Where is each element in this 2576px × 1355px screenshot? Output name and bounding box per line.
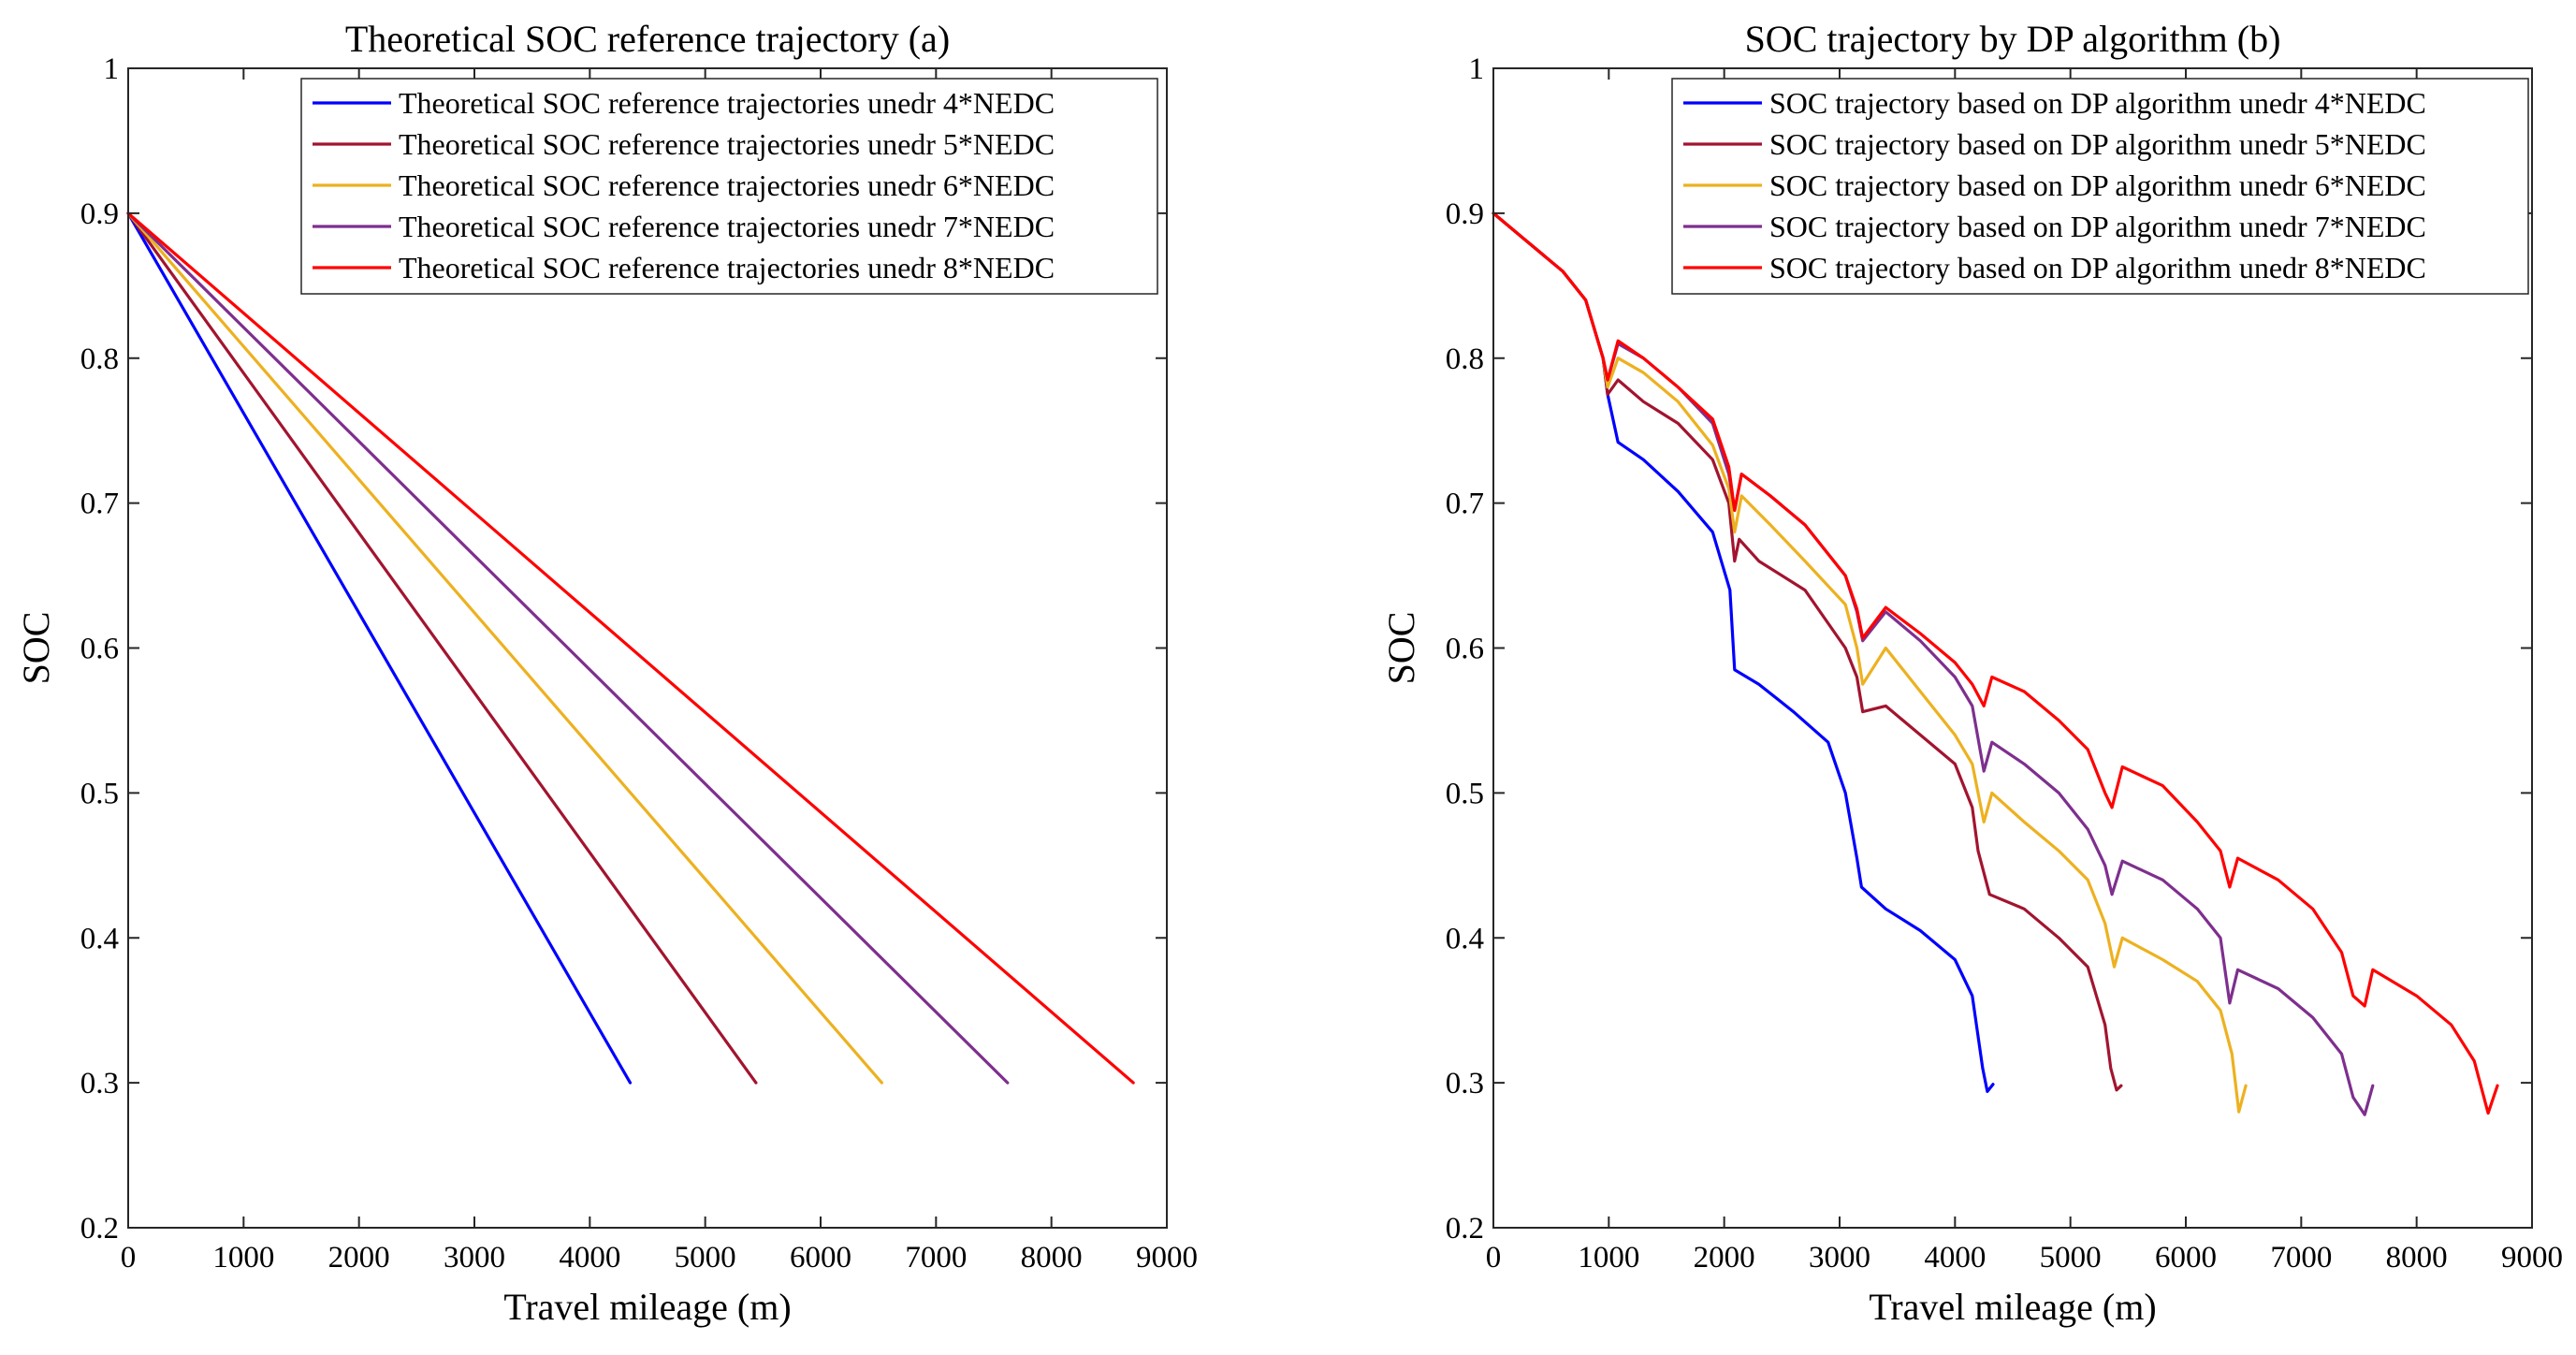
x-tick-label: 3000 bbox=[444, 1241, 505, 1275]
x-tick-label: 1000 bbox=[212, 1241, 274, 1275]
y-tick-label: 0.8 bbox=[80, 342, 119, 376]
y-tick-label: 1 bbox=[104, 52, 120, 86]
series-line-3 bbox=[126, 211, 884, 1085]
x-tick-label: 0 bbox=[1486, 1241, 1502, 1275]
legend-entry-1: Theoretical SOC reference trajectories u… bbox=[399, 86, 1055, 120]
y-tick-label: 0.2 bbox=[1446, 1212, 1484, 1246]
x-tick-label: 4000 bbox=[559, 1241, 620, 1275]
series-line-5 bbox=[126, 211, 1135, 1085]
x-tick-label: 0 bbox=[121, 1241, 137, 1275]
y-tick-label: 0.2 bbox=[80, 1212, 119, 1246]
series-line-1 bbox=[126, 211, 633, 1085]
legend: SOC trajectory based on DP algorithm une… bbox=[1671, 78, 2529, 295]
x-tick-label: 9000 bbox=[2501, 1241, 2563, 1275]
x-axis-title: Travel mileage (m) bbox=[503, 1286, 791, 1328]
chart-b: 0 1000 2000 3000 4000 5000 6000 7000 8000 9000 0.2… bbox=[1380, 18, 2563, 1328]
series-line-2 bbox=[126, 211, 758, 1085]
x-tick-label: 8000 bbox=[1021, 1241, 1083, 1275]
series-line-3 bbox=[1492, 211, 2248, 1114]
legend-box bbox=[300, 78, 1158, 295]
x-tick-label: 7000 bbox=[905, 1241, 967, 1275]
x-tick-label: 5000 bbox=[2040, 1241, 2102, 1275]
x-tick-label: 3000 bbox=[1809, 1241, 1870, 1275]
y-tick-label: 0.8 bbox=[1446, 342, 1484, 376]
y-tick-label: 0.4 bbox=[80, 922, 119, 955]
legend-entry-4: Theoretical SOC reference trajectories u… bbox=[399, 210, 1055, 243]
series-line-4 bbox=[126, 211, 1010, 1085]
x-axis-title: Travel mileage (m) bbox=[1869, 1286, 2156, 1328]
legend-entry-4: SOC trajectory based on DP algorithm une… bbox=[1769, 210, 2426, 243]
legend-entry-5: Theoretical SOC reference trajectories u… bbox=[399, 251, 1055, 284]
x-tick-label: 9000 bbox=[1136, 1241, 1198, 1275]
x-tick-label: 2000 bbox=[1694, 1241, 1755, 1275]
y-tick-label: 0.9 bbox=[1446, 197, 1484, 231]
x-tick-label: 5000 bbox=[675, 1241, 736, 1275]
y-tick-label: 0.9 bbox=[80, 197, 119, 231]
x-tick-label: 6000 bbox=[790, 1241, 851, 1275]
y-tick-label: 0.4 bbox=[1446, 922, 1484, 955]
y-tick-label: 0.7 bbox=[80, 488, 119, 521]
legend-entry-3: Theoretical SOC reference trajectories u… bbox=[399, 168, 1055, 202]
y-tick-label: 0.5 bbox=[1446, 777, 1484, 810]
series-line-2 bbox=[1492, 211, 2123, 1092]
chart-a: 0 1000 2000 3000 4000 5000 6000 7000 8000 9000 0.2… bbox=[15, 18, 1198, 1328]
legend: Theoretical SOC reference trajectories u… bbox=[300, 78, 1158, 295]
y-axis-title: SOC bbox=[1380, 612, 1422, 685]
y-tick-label: 0.3 bbox=[80, 1067, 119, 1100]
y-tick-label: 0.6 bbox=[1446, 633, 1484, 666]
legend-entry-3: SOC trajectory based on DP algorithm une… bbox=[1769, 168, 2426, 202]
chart-title: Theoretical SOC reference trajectory (a) bbox=[345, 18, 950, 60]
x-tick-label: 2000 bbox=[328, 1241, 390, 1275]
x-tick-label: 8000 bbox=[2386, 1241, 2448, 1275]
x-tick-label: 6000 bbox=[2155, 1241, 2217, 1275]
y-tick-label: 0.3 bbox=[1446, 1067, 1484, 1100]
legend-box bbox=[1671, 78, 2529, 295]
x-tick-label: 4000 bbox=[1924, 1241, 1986, 1275]
legend-entry-2: SOC trajectory based on DP algorithm une… bbox=[1769, 127, 2426, 161]
series-line-5 bbox=[1492, 211, 2499, 1115]
y-axis-title: SOC bbox=[15, 612, 57, 685]
x-tick-label: 1000 bbox=[1578, 1241, 1639, 1275]
x-tick-label: 7000 bbox=[2270, 1241, 2332, 1275]
y-tick-label: 0.7 bbox=[1446, 488, 1484, 521]
legend-entry-2: Theoretical SOC reference trajectories u… bbox=[399, 127, 1055, 161]
y-tick-label: 0.6 bbox=[80, 633, 119, 666]
y-tick-label: 0.5 bbox=[80, 777, 119, 810]
chart-title: SOC trajectory by DP algorithm (b) bbox=[1745, 18, 2281, 60]
legend-entry-1: SOC trajectory based on DP algorithm une… bbox=[1769, 86, 2426, 120]
y-tick-label: 1 bbox=[1469, 52, 1485, 86]
legend-entry-5: SOC trajectory based on DP algorithm une… bbox=[1769, 251, 2426, 284]
